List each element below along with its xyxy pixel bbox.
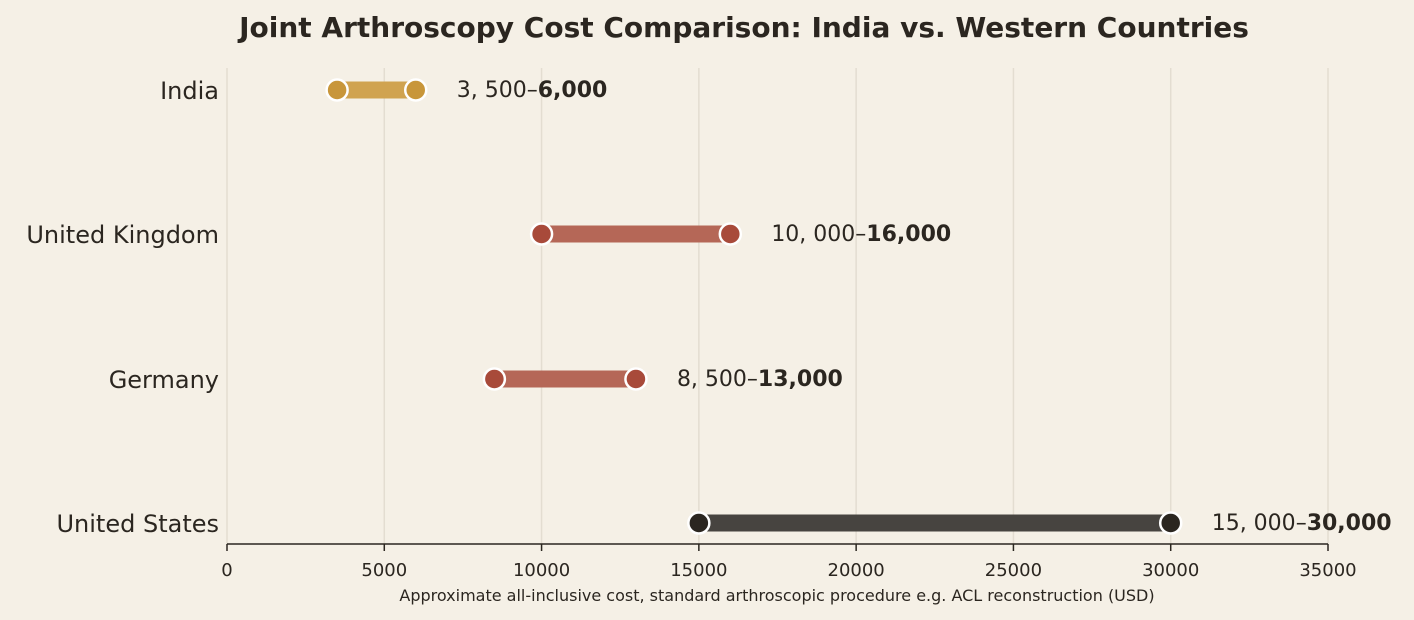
range-high-label: 6,000 xyxy=(538,78,608,103)
chart-title: Joint Arthroscopy Cost Comparison: India… xyxy=(237,11,1249,44)
x-axis-title: Approximate all-inclusive cost, standard… xyxy=(399,586,1154,605)
category-label: United Kingdom xyxy=(26,221,219,249)
range-low-point xyxy=(687,511,711,535)
range-label: 3, 500–6,000 xyxy=(457,78,608,103)
range-high-point xyxy=(624,367,648,391)
category-label: United States xyxy=(56,510,219,538)
range-high-point xyxy=(718,222,743,246)
range-low-point xyxy=(325,78,349,102)
gridlines xyxy=(226,68,1329,544)
x-tick-label: 20000 xyxy=(828,560,885,581)
range-high-label: 16,000 xyxy=(866,222,951,247)
x-tick-label: 35000 xyxy=(1299,560,1356,581)
category-label: Germany xyxy=(109,366,219,394)
range-separator: – xyxy=(527,78,538,103)
category-labels: India United Kingdom Germany United States xyxy=(26,77,219,538)
range-low-point xyxy=(529,222,554,246)
range-separator: – xyxy=(747,367,758,392)
x-tick-label: 0 xyxy=(221,560,232,581)
range-low-label: 10, 000 xyxy=(771,222,855,247)
x-tick-label: 15000 xyxy=(670,560,727,581)
x-tick-label: 25000 xyxy=(985,560,1042,581)
range-low-label: 3, 500 xyxy=(457,78,527,103)
x-tick-label: 5000 xyxy=(361,560,407,581)
range-high-point xyxy=(403,78,428,102)
category-label: India xyxy=(160,77,219,105)
x-tick-label: 10000 xyxy=(513,560,570,581)
range-low-point xyxy=(482,367,507,391)
range-label: 8, 500–13,000 xyxy=(677,367,843,392)
range-separator: – xyxy=(1296,511,1307,536)
range-low-label: 15, 000 xyxy=(1212,511,1296,536)
range-low-label: 8, 500 xyxy=(677,367,747,392)
range-label: 10, 000–16,000 xyxy=(771,222,951,247)
range-high-label: 13,000 xyxy=(758,367,843,392)
x-tick-label: 30000 xyxy=(1142,560,1199,581)
range-bars xyxy=(325,78,1183,535)
range-high-point xyxy=(1158,511,1183,535)
range-label: 15, 000–30,000 xyxy=(1212,511,1392,536)
range-separator: – xyxy=(855,222,866,247)
range-high-label: 30,000 xyxy=(1307,511,1392,536)
x-axis-ticks: 0 5000 10000 15000 20000 25000 30000 35000 xyxy=(221,544,1357,581)
